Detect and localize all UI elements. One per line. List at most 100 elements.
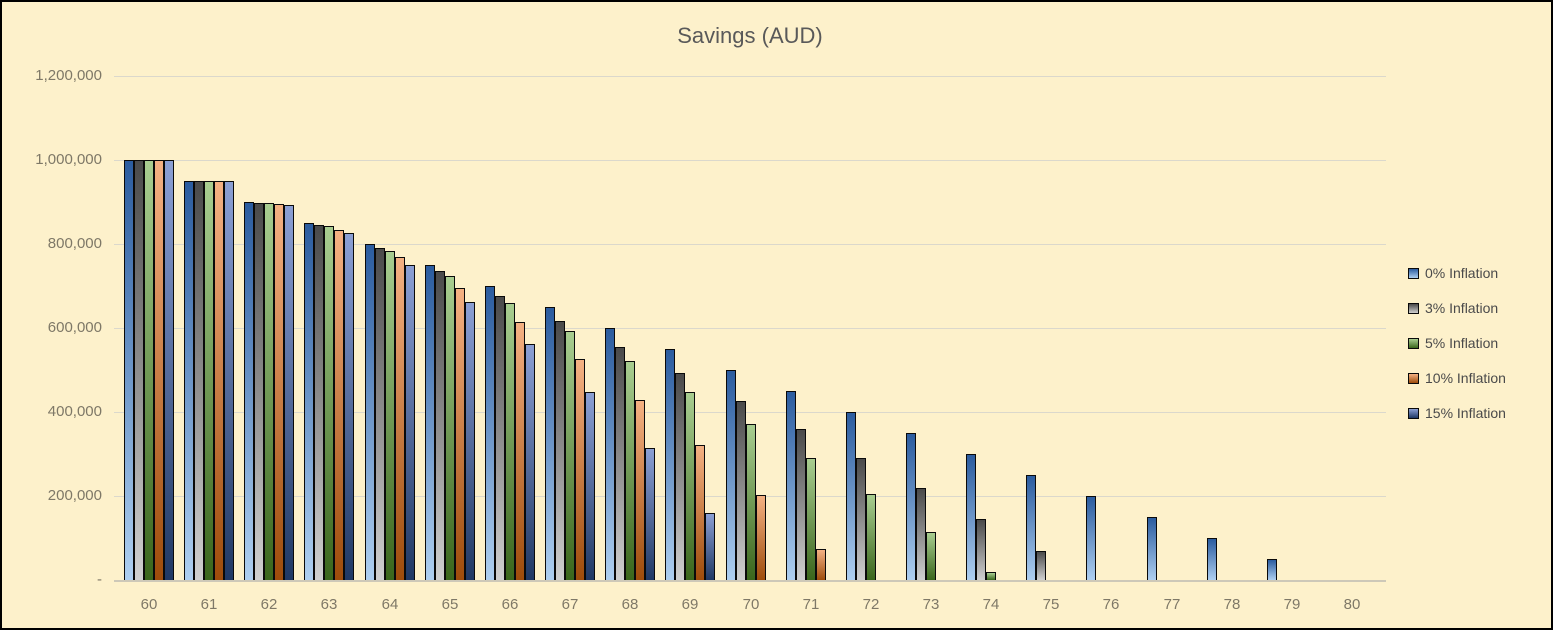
bar-0-inflation-age-74 xyxy=(966,454,976,580)
bar-0-inflation-age-65 xyxy=(425,265,435,580)
bar-15-inflation-age-66 xyxy=(525,344,535,580)
y-axis-label: 800,000 xyxy=(47,235,102,252)
y-gridline xyxy=(114,244,1386,245)
legend-item-15-inflation: 15% Inflation xyxy=(1408,405,1506,421)
x-axis-label: 68 xyxy=(621,596,639,613)
x-axis-label: 65 xyxy=(441,596,459,613)
bar-10-inflation-age-65 xyxy=(455,288,465,580)
y-gridline xyxy=(114,76,1386,77)
bar-3-inflation-age-65 xyxy=(435,271,445,580)
chart-title: Savings (AUD) xyxy=(677,23,823,48)
bar-3-inflation-age-67 xyxy=(555,321,565,580)
bar-0-inflation-age-72 xyxy=(846,412,856,580)
x-axis-label: 63 xyxy=(320,596,338,613)
x-axis-label: 78 xyxy=(1223,596,1241,613)
bar-5-inflation-age-74 xyxy=(986,572,996,580)
bar-0-inflation-age-61 xyxy=(184,181,194,580)
x-axis-label: 67 xyxy=(561,596,579,613)
legend-label: 0% Inflation xyxy=(1425,265,1499,281)
bar-3-inflation-age-75 xyxy=(1036,551,1046,580)
bar-15-inflation-age-68 xyxy=(645,448,655,580)
bar-5-inflation-age-60 xyxy=(144,160,154,580)
bar-3-inflation-age-64 xyxy=(375,248,385,580)
x-axis-line xyxy=(114,580,1386,582)
bar-10-inflation-age-60 xyxy=(154,160,164,580)
x-axis-label: 76 xyxy=(1102,596,1120,613)
bar-0-inflation-age-69 xyxy=(665,349,675,580)
legend-swatch-icon xyxy=(1408,337,1419,349)
bar-5-inflation-age-71 xyxy=(806,458,816,580)
legend-swatch-icon xyxy=(1408,372,1419,384)
y-gridline xyxy=(114,412,1386,413)
x-axis-label: 61 xyxy=(200,596,218,613)
bar-5-inflation-age-61 xyxy=(204,181,214,580)
bar-10-inflation-age-69 xyxy=(695,445,705,580)
bar-15-inflation-age-65 xyxy=(465,302,475,580)
legend-label: 10% Inflation xyxy=(1425,370,1506,386)
bar-0-inflation-age-63 xyxy=(304,223,314,580)
x-axis-label: 62 xyxy=(260,596,278,613)
legend: 0% Inflation 3% Inflation 5% Inflation 10% … xyxy=(1408,265,1506,440)
bar-15-inflation-age-69 xyxy=(705,513,715,580)
bar-3-inflation-age-70 xyxy=(736,401,746,580)
bar-10-inflation-age-66 xyxy=(515,322,525,580)
bar-0-inflation-age-70 xyxy=(726,370,736,580)
legend-item-10-inflation: 10% Inflation xyxy=(1408,370,1506,386)
bar-0-inflation-age-66 xyxy=(485,286,495,580)
bar-10-inflation-age-70 xyxy=(756,495,766,580)
x-axis-label: 69 xyxy=(681,596,699,613)
bar-5-inflation-age-68 xyxy=(625,361,635,580)
bar-3-inflation-age-69 xyxy=(675,373,685,580)
y-gridline xyxy=(114,328,1386,329)
bar-5-inflation-age-73 xyxy=(926,532,936,580)
bar-0-inflation-age-77 xyxy=(1147,517,1157,580)
bar-0-inflation-age-62 xyxy=(244,202,254,580)
legend-swatch-icon xyxy=(1408,267,1419,279)
legend-label: 15% Inflation xyxy=(1425,405,1506,421)
bar-3-inflation-age-63 xyxy=(314,225,324,580)
bar-0-inflation-age-64 xyxy=(365,244,375,580)
bar-0-inflation-age-75 xyxy=(1026,475,1036,580)
y-axis-label: 400,000 xyxy=(47,403,102,420)
bar-5-inflation-age-64 xyxy=(385,251,395,580)
bar-3-inflation-age-72 xyxy=(856,458,866,580)
bar-10-inflation-age-64 xyxy=(395,257,405,580)
bar-3-inflation-age-60 xyxy=(134,160,144,580)
legend-item-3-inflation: 3% Inflation xyxy=(1408,300,1506,316)
y-axis-label: 200,000 xyxy=(47,487,102,504)
bar-10-inflation-age-61 xyxy=(214,181,224,580)
bar-0-inflation-age-78 xyxy=(1207,538,1217,580)
bar-15-inflation-age-64 xyxy=(405,265,415,580)
x-axis-label: 66 xyxy=(501,596,519,613)
legend-label: 3% Inflation xyxy=(1425,300,1499,316)
bar-10-inflation-age-62 xyxy=(274,204,284,580)
bar-3-inflation-age-73 xyxy=(916,488,926,580)
bar-0-inflation-age-71 xyxy=(786,391,796,580)
bar-10-inflation-age-68 xyxy=(635,400,645,580)
bar-5-inflation-age-62 xyxy=(264,203,274,580)
bar-3-inflation-age-68 xyxy=(615,347,625,580)
bar-10-inflation-age-71 xyxy=(816,549,826,580)
bar-15-inflation-age-63 xyxy=(344,233,354,580)
y-gridline xyxy=(114,160,1386,161)
x-axis-label: 72 xyxy=(862,596,880,613)
bar-15-inflation-age-61 xyxy=(224,181,234,580)
bar-0-inflation-age-76 xyxy=(1086,496,1096,580)
x-axis-label: 60 xyxy=(140,596,158,613)
x-axis-label: 70 xyxy=(742,596,760,613)
bar-5-inflation-age-72 xyxy=(866,494,876,580)
bar-15-inflation-age-67 xyxy=(585,392,595,580)
bar-15-inflation-age-60 xyxy=(164,160,174,580)
y-axis-label: 600,000 xyxy=(47,319,102,336)
bar-0-inflation-age-73 xyxy=(906,433,916,580)
bar-5-inflation-age-65 xyxy=(445,276,455,580)
y-axis-label: 1,000,000 xyxy=(35,151,102,168)
bar-0-inflation-age-79 xyxy=(1267,559,1277,580)
x-axis-label: 79 xyxy=(1283,596,1301,613)
bar-3-inflation-age-71 xyxy=(796,429,806,580)
bar-3-inflation-age-66 xyxy=(495,296,505,580)
legend-label: 5% Inflation xyxy=(1425,335,1499,351)
bar-5-inflation-age-67 xyxy=(565,331,575,580)
x-axis-label: 73 xyxy=(922,596,940,613)
